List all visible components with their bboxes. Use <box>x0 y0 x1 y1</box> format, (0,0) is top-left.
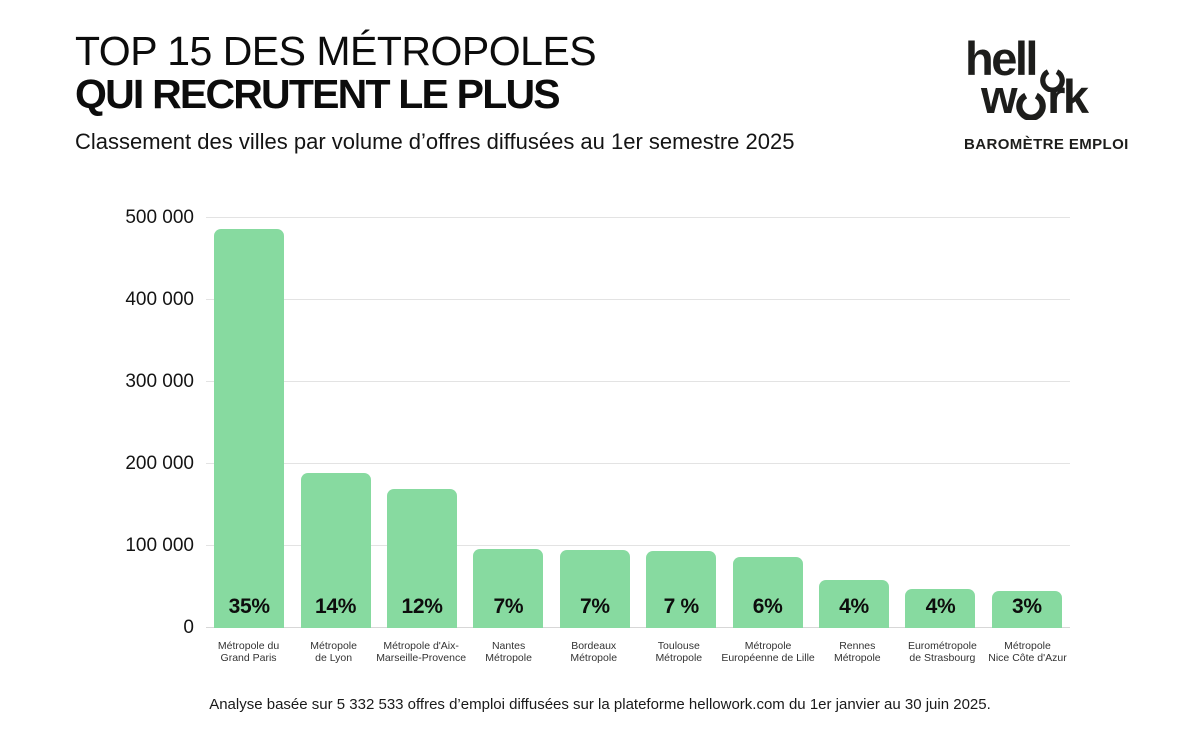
bar: 14% <box>300 473 371 628</box>
x-tick-label-line: Métropole <box>310 640 357 652</box>
logo-text-rk: rk <box>1047 70 1089 123</box>
x-tick-label-line: Eurométropole <box>907 640 977 652</box>
bar-percent-label: 35% <box>228 595 270 618</box>
bar-percent-label: 7% <box>493 595 524 618</box>
bars-row: 35% 14% 12% 7% 7% 7 % 6% 4% 4% 3% <box>206 218 1070 628</box>
x-tick-label-line: Nantes <box>491 640 526 652</box>
bar: 3% <box>991 591 1062 628</box>
plot-area: 35% 14% 12% 7% 7% 7 % 6% 4% 4% 3% <box>206 217 1070 628</box>
page-title-line1: TOP 15 DES MÉTROPOLES <box>75 28 597 74</box>
y-tick-label: 200 000 <box>125 453 194 474</box>
gridline <box>206 299 1070 300</box>
y-tick-label: 500 000 <box>125 207 194 228</box>
bar-percent-label: 3% <box>1011 595 1042 618</box>
x-tick-label: Métropole de Lyon <box>291 640 376 664</box>
x-tick-label: Rennes Métropole <box>815 640 900 664</box>
hellowork-logo: hell w rk <box>963 35 1133 134</box>
x-tick-label-line: Métropole <box>1004 640 1051 652</box>
bar-percent-label: 4% <box>839 595 869 618</box>
bar: 7 % <box>646 550 717 628</box>
x-tick-label-line: Toulouse <box>657 640 700 652</box>
x-tick-label-line: Métropole du <box>217 640 280 652</box>
bar-column: 7 % <box>638 218 724 628</box>
bar: 7% <box>559 550 630 628</box>
x-tick-label-line: de Lyon <box>315 651 353 664</box>
y-tick-label: 300 000 <box>125 371 194 392</box>
logo-text-hell: hell <box>965 32 1038 85</box>
x-axis-labels: Métropole du Grand Paris Métropole de Lyon M… <box>206 640 1070 664</box>
y-tick-label: 400 000 <box>125 289 194 310</box>
x-tick-label: Métropole du Grand Paris <box>206 640 291 664</box>
x-tick-label-line: Européenne de Lille <box>721 651 815 664</box>
x-tick-label-line: de Strasbourg <box>909 651 976 664</box>
open-o-icon <box>1040 69 1065 92</box>
bar-column: 35% <box>206 218 292 628</box>
source-note: Analyse basée sur 5 332 533 offres d’emp… <box>209 696 991 713</box>
bar-percent-label: 4% <box>925 595 956 618</box>
open-o-icon <box>1016 92 1046 120</box>
bar-column: 4% <box>897 218 983 628</box>
bar-column: 3% <box>984 218 1070 628</box>
bar: 6% <box>732 556 803 628</box>
y-tick-label: 0 <box>183 617 194 638</box>
bar-column: 6% <box>724 218 810 628</box>
x-tick-label-line: Rennes <box>839 640 876 652</box>
y-tick-label: 100 000 <box>125 535 194 556</box>
gridline <box>206 217 1070 218</box>
bar: 4% <box>819 579 890 628</box>
bar-column: 7% <box>465 218 551 628</box>
x-tick-label-line: Marseille-Provence <box>376 651 467 664</box>
logo-tagline: BAROMÈTRE EMPLOI <box>964 136 1129 153</box>
logo-text-w: w <box>981 70 1018 123</box>
page-title-line2: QUI RECRUTENT LE PLUS <box>75 71 561 117</box>
x-tick-label: Métropole d'Aix- Marseille-Provence <box>376 640 467 664</box>
bar-percent-label: 12% <box>401 595 443 618</box>
bar-column: 12% <box>379 218 465 628</box>
x-tick-label-line: Métropole <box>485 651 532 664</box>
x-tick-label: Toulouse Métropole <box>636 640 721 664</box>
x-tick-label: Eurométropole de Strasbourg <box>900 640 985 664</box>
x-tick-label: Bordeaux Métropole <box>551 640 636 664</box>
bar-percent-label: 7 % <box>663 595 700 618</box>
x-tick-label-line: Métropole d'Aix- <box>383 640 459 652</box>
x-tick-label-line: Nice Côte d'Azur <box>988 651 1067 664</box>
x-tick-label-line: Métropole <box>570 651 618 664</box>
bar: 12% <box>387 488 458 628</box>
x-tick-label-line: Grand Paris <box>220 651 277 664</box>
bar: 7% <box>473 549 544 628</box>
gridline <box>206 545 1070 546</box>
x-tick-label-line: Métropole <box>744 640 792 652</box>
x-tick-label-line: Métropole <box>833 651 881 664</box>
bar-column: 14% <box>292 218 378 628</box>
x-tick-label: Métropole Européenne de Lille <box>721 640 815 664</box>
gridline <box>206 627 1070 628</box>
bar-column: 7% <box>552 218 638 628</box>
bar: 4% <box>905 589 976 628</box>
bar-column: 4% <box>811 218 897 628</box>
x-tick-label-line: Métropole <box>655 651 703 664</box>
hellowork-brand: hell w rk BAROMÈTRE EMPLOI <box>963 35 1133 155</box>
x-tick-label: Métropole Nice Côte d'Azur <box>985 640 1070 664</box>
logo-text-work: w rk <box>981 70 1089 123</box>
x-tick-label: Nantes Métropole <box>466 640 551 664</box>
x-tick-label-line: Bordeaux <box>571 640 617 652</box>
y-axis: 0 100 000 200 000 300 000 400 000 500 000 <box>60 207 194 638</box>
header: TOP 15 DES MÉTROPOLES QUI RECRUTENT LE P… <box>75 30 794 155</box>
gridline <box>206 463 1070 464</box>
bar-percent-label: 14% <box>315 595 357 618</box>
gridline <box>206 381 1070 382</box>
bar: 35% <box>214 228 285 628</box>
bar-percent-label: 7% <box>579 595 610 618</box>
bar-percent-label: 6% <box>752 595 783 618</box>
page-subtitle: Classement des villes par volume d’offre… <box>75 129 795 154</box>
